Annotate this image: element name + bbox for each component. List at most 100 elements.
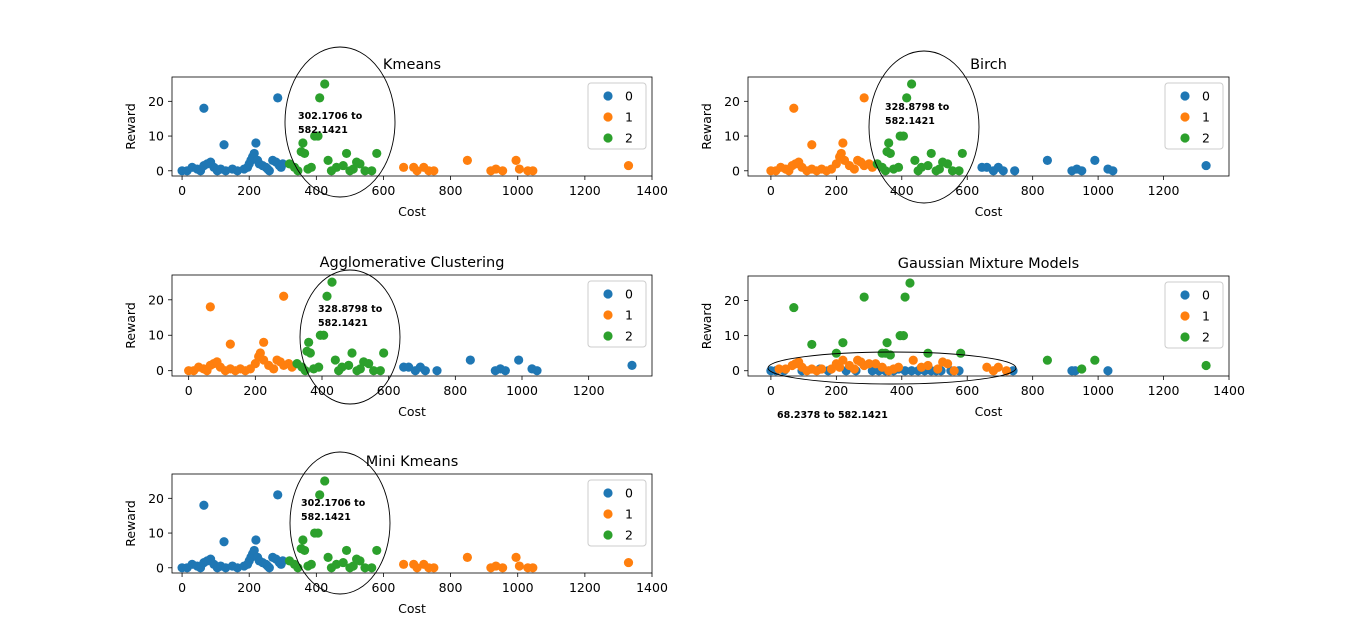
x-tick-label: 0	[178, 183, 186, 198]
legend: 0 1 2	[587, 479, 647, 547]
data-point	[298, 535, 308, 545]
data-point	[322, 291, 332, 301]
x-tick-label: 1000	[1082, 383, 1114, 398]
data-point	[836, 148, 846, 159]
data-point	[807, 339, 817, 350]
data-point	[910, 155, 920, 165]
x-tick-label: 1400	[636, 580, 668, 595]
data-point	[199, 500, 209, 510]
data-point	[375, 366, 385, 376]
data-point	[807, 140, 817, 150]
data-point	[934, 164, 945, 174]
legend-marker	[603, 488, 613, 498]
data-point	[320, 476, 330, 486]
data-point	[1010, 166, 1020, 176]
legend-label: 0	[625, 89, 633, 104]
y-tick-label: 0	[732, 363, 740, 378]
data-point	[255, 348, 265, 358]
data-point	[344, 360, 354, 370]
legend: 0 1 2	[587, 280, 647, 348]
data-point	[320, 79, 330, 89]
x-tick-label: 1200	[569, 580, 601, 595]
data-point	[789, 302, 799, 313]
data-point	[947, 166, 958, 176]
y-tick-label: 0	[156, 363, 164, 378]
data-point	[465, 355, 475, 365]
x-axis-label: Cost	[398, 204, 426, 219]
data-point	[514, 164, 525, 174]
legend: 0 1 2	[1164, 82, 1224, 150]
data-point	[849, 364, 859, 374]
legend-label: 2	[1202, 131, 1210, 146]
legend: 0 1 2	[1164, 281, 1224, 349]
data-point	[923, 160, 933, 171]
data-point	[993, 362, 1003, 372]
legend-marker	[603, 91, 613, 101]
plot-area	[171, 274, 653, 377]
x-tick-label: 1000	[1082, 183, 1114, 198]
data-point	[273, 93, 283, 103]
y-tick-label: 10	[148, 526, 164, 541]
series-0	[177, 490, 288, 573]
x-tick-label: 800	[439, 183, 463, 198]
data-point	[926, 148, 936, 159]
y-tick-label: 10	[724, 129, 740, 144]
data-point	[942, 359, 953, 369]
legend-marker	[1180, 91, 1190, 101]
data-point	[249, 545, 259, 556]
data-point	[898, 331, 909, 341]
data-point	[225, 339, 235, 349]
x-tick-label: 200	[243, 383, 267, 398]
legend-label: 2	[1202, 330, 1210, 345]
data-point	[831, 159, 841, 169]
data-point	[849, 164, 859, 174]
annotation-text: 582.1421	[298, 125, 348, 136]
annotation-text: 328.8798 to	[318, 304, 383, 315]
series-0	[399, 355, 637, 376]
legend-label: 1	[1202, 309, 1210, 324]
data-point	[348, 561, 358, 571]
y-axis-label: Reward	[123, 302, 138, 349]
series-1	[774, 355, 1012, 376]
data-point	[923, 348, 933, 358]
data-point	[323, 155, 333, 165]
x-tick-label: 1200	[573, 383, 605, 398]
x-tick-label: 0	[185, 383, 193, 398]
y-tick-label: 20	[148, 491, 164, 506]
annotation-text: 302.1706 to	[298, 111, 363, 122]
data-point	[623, 160, 634, 171]
data-point	[1042, 355, 1052, 365]
data-point	[498, 563, 508, 573]
data-point	[367, 166, 377, 176]
annotation-ellipse	[289, 451, 391, 595]
data-point	[942, 159, 953, 169]
data-point	[1108, 166, 1118, 176]
legend-box	[587, 280, 647, 348]
data-point	[367, 563, 377, 573]
plot-area	[171, 76, 653, 177]
x-tick-label: 600	[955, 183, 979, 198]
data-point	[954, 166, 964, 176]
data-point	[330, 355, 340, 365]
data-point	[838, 138, 848, 148]
legend-label: 1	[625, 507, 633, 522]
data-point	[898, 131, 909, 141]
x-tick-label: 400	[310, 383, 334, 398]
data-point	[420, 366, 430, 376]
data-point	[249, 148, 259, 159]
data-point	[838, 338, 848, 348]
legend-label: 2	[625, 329, 633, 344]
data-point	[399, 162, 409, 172]
plot-area	[747, 76, 1230, 177]
data-point	[885, 148, 895, 159]
plot-area	[747, 275, 1230, 377]
x-tick-label: 800	[1021, 383, 1045, 398]
data-point	[864, 359, 874, 369]
data-point	[893, 162, 904, 172]
data-point	[269, 364, 279, 374]
series-2	[284, 476, 382, 573]
data-point	[880, 166, 891, 176]
data-point	[462, 155, 472, 165]
data-point	[372, 545, 382, 556]
